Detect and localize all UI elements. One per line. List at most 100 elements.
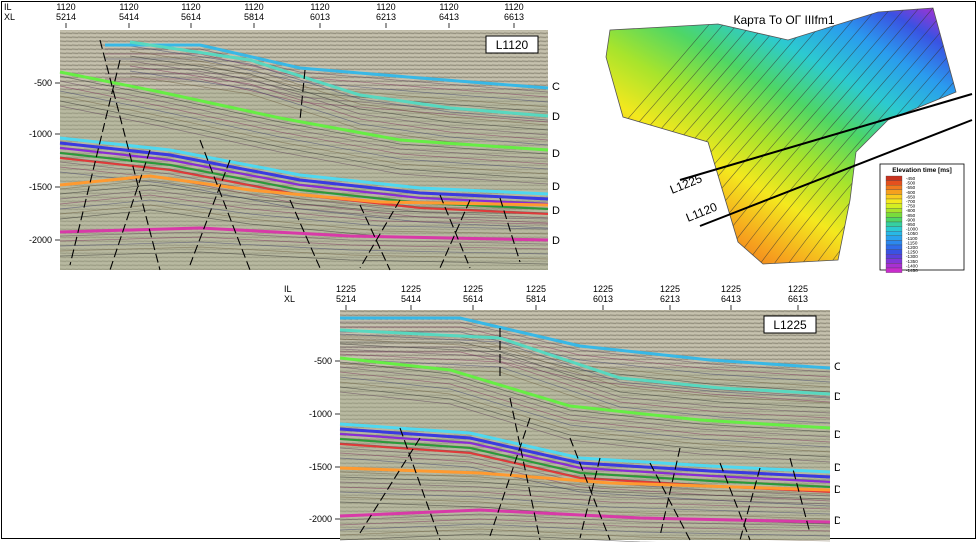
map-title: Карта То ОГ IIIfm1 bbox=[733, 13, 834, 27]
legend-swatch bbox=[885, 185, 903, 190]
horizon-line bbox=[339, 422, 831, 474]
legend-value: -600 bbox=[906, 190, 916, 195]
horizon-line bbox=[59, 226, 549, 242]
fault-line bbox=[299, 69, 306, 121]
reflector bbox=[339, 366, 831, 438]
legend-swatch bbox=[885, 263, 903, 269]
color-legend: Elevation time [ms] -450-500-550-600-650… bbox=[879, 163, 965, 273]
fault-line bbox=[359, 204, 391, 271]
reflector bbox=[339, 476, 831, 500]
il-tick-label: 1120 bbox=[439, 2, 458, 12]
reflector bbox=[339, 371, 831, 443]
horizon-label: D1 bbox=[834, 515, 840, 529]
xl-tick-label: 5414 bbox=[119, 12, 139, 22]
il-label: IL bbox=[284, 284, 292, 294]
il-label: IL bbox=[4, 2, 12, 12]
xl-tick-label: 6613 bbox=[504, 12, 524, 22]
legend-swatch bbox=[885, 221, 903, 227]
reflector bbox=[59, 189, 549, 220]
il-tick-label: 1120 bbox=[181, 2, 200, 12]
horizon-label: C3 bbox=[834, 361, 840, 375]
il-tick-label: 1225 bbox=[336, 284, 356, 294]
fault-line bbox=[509, 397, 541, 541]
legend-swatch bbox=[885, 244, 903, 250]
reflector bbox=[339, 518, 831, 532]
reflector bbox=[340, 351, 831, 403]
legend-value: -950 bbox=[906, 222, 916, 227]
legend-swatch bbox=[885, 217, 903, 223]
contour-line bbox=[606, 8, 729, 264]
horizon-line bbox=[59, 141, 549, 201]
legend-value: -1200 bbox=[906, 245, 918, 250]
reflector bbox=[59, 251, 549, 265]
il-tick-label: 1225 bbox=[660, 284, 680, 294]
legend-value: -1050 bbox=[906, 231, 918, 236]
xl-tick-label: 6013 bbox=[593, 294, 613, 304]
legend-value: -1000 bbox=[906, 227, 918, 232]
reflector bbox=[105, 58, 549, 103]
reflector bbox=[59, 194, 549, 225]
seismic-section-L1120: IL XL 1120521411205414112056141120581411… bbox=[4, 2, 560, 271]
reflector bbox=[339, 361, 831, 433]
legend-title: Elevation time [ms] bbox=[892, 167, 952, 174]
fault-line bbox=[359, 437, 421, 534]
reflector bbox=[59, 179, 549, 210]
fault-line bbox=[399, 427, 441, 541]
reflector bbox=[59, 95, 549, 175]
reflector bbox=[105, 63, 549, 108]
reflector bbox=[339, 533, 657, 542]
reflector bbox=[129, 70, 549, 146]
reflector bbox=[339, 523, 831, 537]
il-tick-label: 1120 bbox=[310, 2, 329, 12]
horizon-labels: C3 D3fm3 D3fm1 D3dm D3ef D1 bbox=[552, 81, 560, 249]
horizon-line bbox=[340, 316, 831, 370]
fault-line bbox=[649, 462, 691, 541]
reflector bbox=[339, 471, 831, 495]
reflector bbox=[59, 246, 549, 260]
il-tick-label: 1225 bbox=[401, 284, 421, 294]
legend-value: -1350 bbox=[906, 259, 918, 264]
reflector bbox=[340, 341, 831, 393]
contour-line bbox=[759, 8, 956, 264]
contour-line bbox=[731, 8, 953, 264]
fault-line bbox=[579, 457, 601, 539]
horizon-line bbox=[339, 328, 831, 396]
xl-tick-labels: 1120521411205414112056141120581411206013… bbox=[56, 2, 524, 28]
legend-value: -1100 bbox=[906, 236, 918, 241]
il-tick-label: 1225 bbox=[526, 284, 546, 294]
reflector bbox=[339, 358, 831, 424]
legend-value: -1450 bbox=[906, 268, 918, 273]
il-tick-label: 1120 bbox=[244, 2, 263, 12]
depth-tick-label: -1500 bbox=[29, 182, 52, 192]
depth-tick-label: -2000 bbox=[29, 235, 52, 245]
horizon-line bbox=[59, 147, 549, 205]
reflector bbox=[129, 55, 549, 131]
reflector bbox=[59, 166, 549, 224]
reflector bbox=[105, 68, 549, 113]
fault-lines bbox=[359, 328, 811, 541]
legend-value: -1400 bbox=[906, 263, 918, 268]
reflector bbox=[129, 60, 549, 136]
reflector bbox=[340, 326, 831, 378]
horizon-label: D1 bbox=[552, 235, 560, 249]
reflector bbox=[59, 236, 549, 250]
il-tick-label: 1120 bbox=[376, 2, 395, 12]
xl-tick-label: 6013 bbox=[310, 12, 330, 22]
contour-line bbox=[745, 8, 956, 264]
legend-value: -650 bbox=[906, 194, 916, 199]
horizon-line bbox=[339, 466, 831, 492]
horizon-line bbox=[59, 174, 549, 207]
fault-line bbox=[199, 139, 251, 271]
reflector bbox=[339, 486, 831, 510]
reflector bbox=[340, 321, 831, 373]
reflector bbox=[339, 338, 831, 404]
reflector bbox=[59, 171, 549, 229]
